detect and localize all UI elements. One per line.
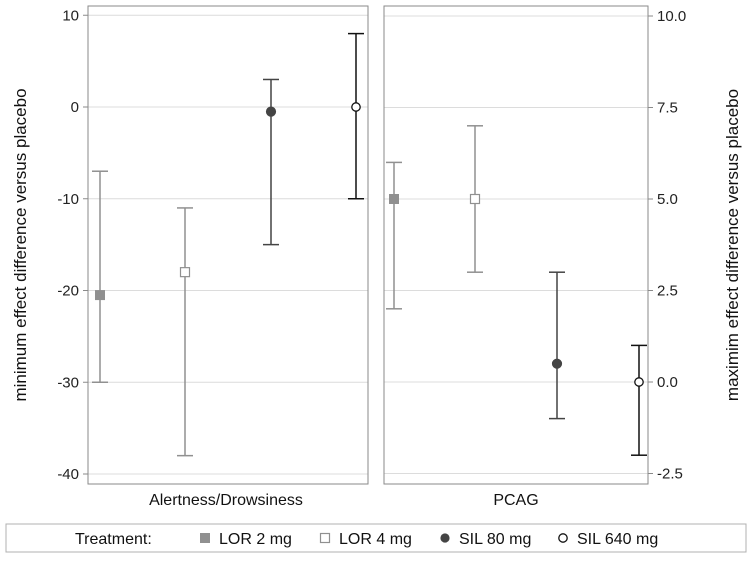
y-axis-title-left: minimum effect difference versus placebo — [11, 88, 30, 401]
legend-label-lor-4-mg: LOR 4 mg — [339, 531, 412, 548]
legend-entry-lor-2-mg: LOR 2 mg — [200, 531, 292, 548]
y-tick-label-right: 7.5 — [657, 100, 678, 117]
legend-marker-sil-640-mg — [558, 533, 568, 543]
y-axis-title-right: maximim effect difference versus placebo — [723, 89, 742, 401]
error-bar-lor-4-mg — [467, 125, 483, 273]
y-tick-label-right: 0.0 — [657, 374, 678, 391]
data-point-lor-2-mg — [389, 194, 399, 204]
error-bar-lor-2-mg — [386, 161, 402, 310]
y-tick-label-left: -20 — [57, 283, 79, 300]
legend-marker-lor-2-mg — [200, 533, 210, 543]
data-point-lor-4-mg — [469, 193, 481, 205]
y-tick-label-left: -30 — [57, 374, 79, 391]
data-point-sil-640-mg — [634, 377, 644, 387]
tick-layer: 10 0 -10 -20 -30 -40 10.0 7.5 5.0 2.5 0.0 -2.5 — [57, 7, 686, 483]
legend-entry-sil-80-mg: SIL 80 mg — [440, 531, 531, 548]
error-bar-sil-80-mg — [549, 271, 565, 420]
y-tick-label-left: 0 — [71, 99, 79, 116]
y-tick-label-left: -10 — [57, 191, 79, 208]
y-tick-label-right: -2.5 — [657, 466, 683, 483]
legend-frame — [5, 523, 747, 553]
frame-layer — [87, 5, 649, 485]
data-point-sil-640-mg — [351, 102, 361, 112]
legend-entry-lor-4-mg: LOR 4 mg — [319, 531, 412, 548]
legend-label-sil-80-mg: SIL 80 mg — [459, 531, 531, 548]
error-bar-lor-2-mg — [92, 170, 108, 383]
error-bar-lor-4-mg — [177, 207, 193, 457]
data-point-sil-80-mg — [551, 358, 563, 369]
y-tick-label-left: -40 — [57, 466, 79, 483]
legend: Treatment: LOR 2 mg LOR 4 mg SIL 80 mg SIL … — [5, 523, 747, 553]
legend-entries: LOR 2 mg LOR 4 mg SIL 80 mg SIL 640 mg — [200, 531, 658, 548]
grid-layer — [88, 14, 648, 475]
panel-label-pcag: PCAG — [493, 492, 538, 509]
legend-label-sil-640-mg: SIL 640 mg — [577, 531, 658, 548]
legend-label-lor-2-mg: LOR 2 mg — [219, 531, 292, 548]
panel-frame — [87, 5, 369, 485]
legend-entry-sil-640-mg: SIL 640 mg — [558, 531, 658, 548]
data-point-lor-4-mg — [179, 267, 191, 278]
y-tick-label-right: 2.5 — [657, 283, 678, 300]
y-tick-label-right: 10.0 — [657, 8, 686, 25]
mark-layer — [92, 32, 647, 457]
legend-marker-lor-4-mg — [319, 532, 331, 544]
data-point-lor-2-mg — [95, 290, 105, 301]
error-bar-sil-640-mg — [348, 32, 364, 200]
panel-label-alertness: Alertness/Drowsiness — [149, 492, 303, 509]
data-point-sil-80-mg — [265, 106, 277, 117]
y-tick-label-left: 10 — [62, 7, 79, 24]
legend-title: Treatment: — [75, 531, 152, 548]
legend-marker-sil-80-mg — [440, 533, 450, 543]
error-bar-sil-640-mg — [631, 344, 647, 456]
error-bar-sil-80-mg — [263, 78, 279, 246]
panel-frame — [383, 5, 649, 485]
y-tick-label-right: 5.0 — [657, 191, 678, 208]
